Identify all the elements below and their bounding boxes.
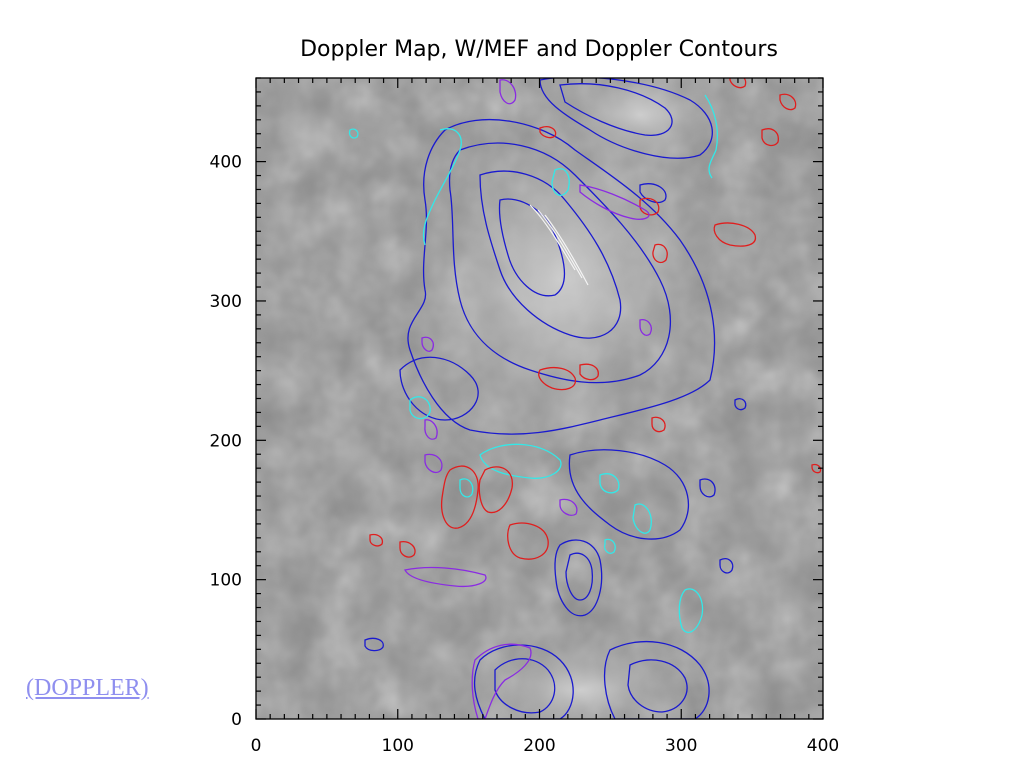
contour-blue-large xyxy=(407,119,716,435)
contour-cyan-4 xyxy=(409,396,431,420)
y-tick-label: 100 xyxy=(210,571,242,591)
x-axis: 0 100 200 300 400 xyxy=(251,78,839,756)
contour-blue-bottom-2 xyxy=(494,658,556,714)
contour-red-7 xyxy=(761,128,779,147)
contour-purple-7 xyxy=(559,498,578,516)
contour-blue-mid-right xyxy=(568,449,690,540)
contour-cyan-11 xyxy=(459,478,474,498)
y-axis: 0 100 200 300 400 xyxy=(210,153,823,730)
contour-red-2 xyxy=(478,466,513,514)
contours-white xyxy=(529,204,589,286)
contour-blue-inner-2 xyxy=(479,170,622,339)
contour-cyan-5 xyxy=(678,588,704,633)
contour-blue-small-2 xyxy=(719,558,734,574)
x-tick-label: 300 xyxy=(665,736,697,756)
contour-blue-bottom-3 xyxy=(603,640,710,719)
contour-purple-8 xyxy=(421,336,434,352)
y-tick-label: 400 xyxy=(210,153,242,173)
contour-blue-small-3 xyxy=(734,398,747,411)
contour-red-13 xyxy=(729,78,747,89)
contour-red-12 xyxy=(639,197,660,216)
contour-red-3 xyxy=(507,522,549,560)
contour-blue-small-5 xyxy=(639,183,667,204)
contour-blue-lower-1 xyxy=(554,539,603,617)
x-tick-label: 100 xyxy=(382,736,414,756)
contour-blue-lower-2 xyxy=(565,552,594,601)
contour-red-10 xyxy=(399,541,416,558)
contour-cyan-10 xyxy=(603,538,616,554)
contour-red-15 xyxy=(651,416,666,433)
bright-region-upper xyxy=(386,93,734,467)
contour-red-6 xyxy=(713,222,757,247)
contour-red-1 xyxy=(440,465,479,529)
contours-red xyxy=(369,78,822,560)
contour-blue-mid-left xyxy=(399,356,479,421)
doppler-link[interactable]: (DOPPLER) xyxy=(26,675,149,701)
contour-purple-5 xyxy=(424,419,438,440)
contours-blue xyxy=(364,78,747,719)
contour-blue-inner-1 xyxy=(448,142,672,384)
contour-purple-4 xyxy=(499,79,517,105)
contour-red-9 xyxy=(652,243,668,264)
x-tick-label: 200 xyxy=(523,736,555,756)
contour-red-14 xyxy=(539,126,557,139)
y-tick-label: 0 xyxy=(231,710,242,730)
contour-cyan-7 xyxy=(551,168,570,196)
contour-purple-3 xyxy=(471,643,532,719)
bright-region-bottom xyxy=(460,640,700,719)
y-tick-label: 200 xyxy=(210,431,242,451)
contour-cyan-3 xyxy=(479,443,562,479)
contour-white-1 xyxy=(529,204,576,271)
minor-ticks xyxy=(256,77,823,719)
contour-cyan-2 xyxy=(704,94,719,179)
contour-cyan-6 xyxy=(599,473,620,494)
contours-purple xyxy=(404,79,652,719)
contour-blue-bottom-4 xyxy=(627,659,688,713)
contour-cyan-9 xyxy=(348,128,359,139)
bright-region-top xyxy=(550,78,730,170)
contour-purple-1 xyxy=(404,566,487,588)
y-tick-label: 300 xyxy=(210,292,242,312)
contour-cyan-8 xyxy=(632,503,652,534)
x-tick-label: 0 xyxy=(251,736,262,756)
contour-blue-top-a xyxy=(539,78,713,159)
contour-blue-small-4 xyxy=(699,478,716,498)
contour-red-4 xyxy=(538,367,577,391)
contour-purple-6 xyxy=(424,453,443,474)
contour-red-11 xyxy=(369,533,384,547)
contour-purple-9 xyxy=(639,319,652,336)
contour-blue-small-1 xyxy=(364,637,384,652)
contour-white-2 xyxy=(537,209,583,279)
plot-area xyxy=(256,78,823,719)
contour-red-8 xyxy=(779,93,797,111)
x-tick-label: 400 xyxy=(807,736,839,756)
contour-cyan-1 xyxy=(422,128,462,246)
contours-cyan xyxy=(348,94,719,633)
contour-red-16 xyxy=(811,463,822,474)
contour-purple-2 xyxy=(579,184,650,220)
contour-blue-top-b xyxy=(559,83,673,136)
contour-red-5 xyxy=(579,363,599,381)
contour-white-3 xyxy=(544,214,589,286)
chart-title: Doppler Map, W/MEF and Doppler Contours xyxy=(300,37,778,62)
